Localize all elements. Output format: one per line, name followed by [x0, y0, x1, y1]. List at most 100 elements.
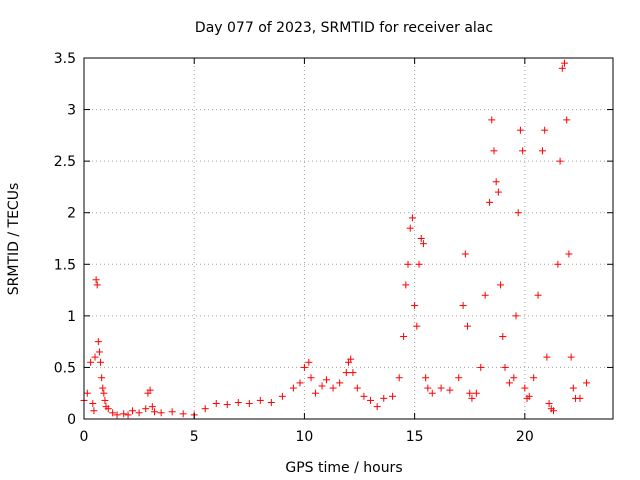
- data-point: [179, 410, 187, 418]
- data-point: [336, 379, 344, 387]
- data-point: [347, 355, 355, 363]
- data-point: [212, 400, 220, 408]
- data-point: [494, 188, 502, 196]
- data-point: [400, 332, 408, 340]
- data-point: [497, 281, 505, 289]
- data-point: [360, 392, 368, 400]
- data-point: [91, 353, 99, 361]
- data-point: [146, 386, 154, 394]
- data-point: [419, 240, 427, 248]
- data-point: [98, 374, 106, 382]
- data-point: [486, 198, 494, 206]
- data-point: [417, 235, 425, 242]
- data-point: [380, 394, 388, 402]
- data-point: [519, 147, 527, 155]
- x-tick-label: 10: [296, 429, 314, 445]
- y-tick-label: 0: [67, 412, 76, 428]
- data-point: [514, 209, 522, 217]
- data-point: [87, 358, 95, 366]
- data-point: [99, 384, 107, 392]
- data-point: [459, 302, 467, 310]
- data-point: [422, 374, 430, 382]
- data-point: [512, 312, 520, 320]
- data-point: [525, 392, 533, 400]
- data-point: [563, 116, 571, 124]
- data-point: [311, 389, 319, 397]
- y-tick-label: 1: [67, 309, 76, 325]
- data-point: [389, 392, 397, 400]
- data-point: [101, 396, 109, 404]
- data-point: [472, 389, 480, 397]
- data-point: [411, 302, 419, 310]
- data-point: [464, 322, 472, 330]
- data-point: [492, 178, 500, 186]
- data-point: [142, 405, 150, 413]
- data-point: [296, 379, 304, 387]
- data-point: [245, 400, 253, 408]
- data-point: [267, 398, 275, 406]
- data-point: [558, 64, 566, 72]
- data-point: [300, 363, 308, 371]
- data-point: [201, 405, 209, 413]
- data-point: [583, 379, 591, 387]
- chart-title: Day 077 of 2023, SRMTID for receiver ala…: [195, 20, 493, 36]
- data-point: [120, 410, 128, 418]
- data-point: [501, 363, 509, 371]
- data-point: [395, 374, 403, 382]
- data-points: [80, 59, 591, 419]
- x-tick-label: 0: [80, 429, 89, 445]
- data-point: [113, 411, 121, 419]
- data-point: [373, 403, 381, 411]
- data-point: [488, 116, 496, 124]
- data-point: [437, 384, 445, 392]
- data-point: [490, 147, 498, 155]
- data-point: [468, 394, 476, 402]
- data-point: [567, 353, 575, 361]
- y-tick-label: 2.5: [54, 154, 76, 170]
- data-point: [151, 408, 159, 416]
- data-point: [565, 250, 573, 258]
- data-point: [157, 409, 165, 417]
- x-tick-label: 20: [516, 429, 534, 445]
- data-point: [322, 376, 330, 384]
- x-axis-label: GPS time / hours: [285, 460, 402, 476]
- data-point: [406, 224, 414, 232]
- data-point: [446, 386, 454, 394]
- data-point: [148, 403, 156, 411]
- data-point: [541, 126, 549, 134]
- x-tick-label: 5: [190, 429, 199, 445]
- data-point: [516, 126, 524, 134]
- data-point: [349, 369, 357, 377]
- data-point: [466, 389, 474, 397]
- data-point: [415, 260, 423, 268]
- data-point: [549, 407, 557, 415]
- data-point: [93, 281, 101, 289]
- data-point: [318, 382, 326, 390]
- data-point: [413, 322, 421, 330]
- data-point: [510, 374, 518, 382]
- x-tick-label: 15: [406, 429, 424, 445]
- data-point: [534, 291, 542, 299]
- data-point: [289, 384, 297, 392]
- data-point: [424, 384, 432, 392]
- data-point: [223, 401, 231, 409]
- data-point: [428, 389, 436, 397]
- data-point: [168, 408, 176, 416]
- data-point: [408, 214, 416, 222]
- data-point: [554, 260, 562, 268]
- data-point: [569, 384, 577, 392]
- data-point: [256, 396, 264, 404]
- data-point: [109, 409, 117, 417]
- data-point: [83, 389, 91, 397]
- data-point: [530, 374, 538, 382]
- data-point: [100, 389, 108, 397]
- data-point: [461, 250, 469, 258]
- data-point: [402, 281, 410, 289]
- data-point: [545, 400, 553, 408]
- data-point: [92, 276, 100, 284]
- data-point: [124, 411, 132, 419]
- data-point: [307, 374, 315, 382]
- data-point: [481, 291, 489, 299]
- data-point: [128, 407, 136, 415]
